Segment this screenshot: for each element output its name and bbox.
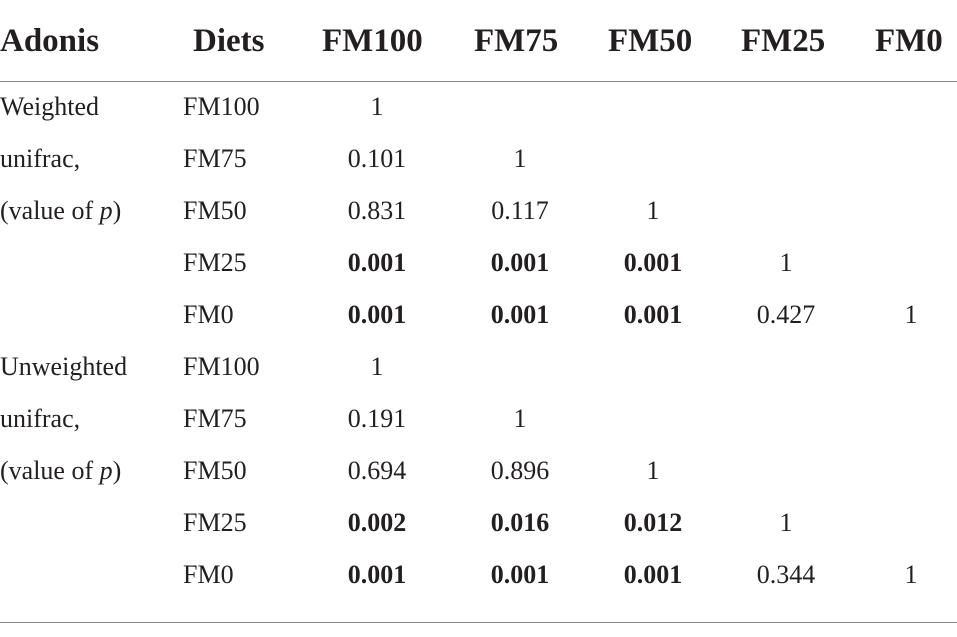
- p-value-cell: 0.001: [623, 560, 683, 589]
- diet-label: FM0: [183, 560, 234, 589]
- p-value-cell: 1: [513, 404, 527, 433]
- p-value-cell: 0.896: [490, 456, 550, 485]
- p-value-cell: 1: [779, 248, 793, 277]
- p-value-cell: 1: [370, 92, 384, 121]
- diet-label: FM75: [183, 404, 247, 433]
- group-label-line3: (value of p): [0, 196, 122, 225]
- p-value-cell: 0.831: [347, 196, 407, 225]
- p-value-cell: 0.001: [490, 248, 550, 277]
- diet-label: FM50: [183, 196, 247, 225]
- header-adonis: Adonis: [0, 23, 100, 59]
- header-rule: [0, 81, 957, 82]
- p-value-cell: 1: [513, 144, 527, 173]
- header-fm0: FM0: [875, 23, 943, 59]
- p-value-cell: 0.344: [756, 560, 816, 589]
- p-value-cell: 0.001: [490, 560, 550, 589]
- diet-label: FM25: [183, 508, 247, 537]
- p-value-cell: 0.001: [623, 248, 683, 277]
- p-value-cell: 0.012: [623, 508, 683, 537]
- p-value-cell: 0.002: [347, 508, 407, 537]
- p-value-cell: 0.001: [490, 300, 550, 329]
- p-value-cell: 0.001: [347, 300, 407, 329]
- group-label-line2: unifrac,: [0, 404, 81, 433]
- diet-label: FM100: [183, 352, 260, 381]
- header-diets: Diets: [193, 23, 265, 59]
- header-fm25: FM25: [741, 23, 826, 59]
- p-value-cell: 0.001: [347, 248, 407, 277]
- group-label-line1: Weighted: [0, 92, 99, 121]
- header-fm100: FM100: [322, 23, 423, 59]
- p-value-cell: 0.001: [347, 560, 407, 589]
- group-label-line1: Unweighted: [0, 352, 128, 381]
- diet-label: FM25: [183, 248, 247, 277]
- p-value-cell: 0.427: [756, 300, 816, 329]
- header-fm50: FM50: [608, 23, 693, 59]
- p-value-cell: 1: [646, 196, 660, 225]
- p-value-cell: 0.016: [490, 508, 550, 537]
- p-value-cell: 0.101: [347, 144, 407, 173]
- p-value-cell: 0.117: [491, 196, 549, 225]
- p-value-cell: 1: [370, 352, 384, 381]
- header-fm75: FM75: [474, 23, 559, 59]
- diet-label: FM0: [183, 300, 234, 329]
- diet-label: FM50: [183, 456, 247, 485]
- diet-label: FM100: [183, 92, 260, 121]
- bottom-rule: [0, 622, 957, 623]
- p-value-cell: 1: [904, 300, 918, 329]
- p-value-cell: 0.191: [347, 404, 407, 433]
- group-label-line2: unifrac,: [0, 144, 81, 173]
- p-value-cell: 0.694: [347, 456, 407, 485]
- p-value-cell: 1: [779, 508, 793, 537]
- group-label-line3: (value of p): [0, 456, 122, 485]
- p-value-cell: 0.001: [623, 300, 683, 329]
- p-value-cell: 1: [904, 560, 918, 589]
- diet-label: FM75: [183, 144, 247, 173]
- p-value-cell: 1: [646, 456, 660, 485]
